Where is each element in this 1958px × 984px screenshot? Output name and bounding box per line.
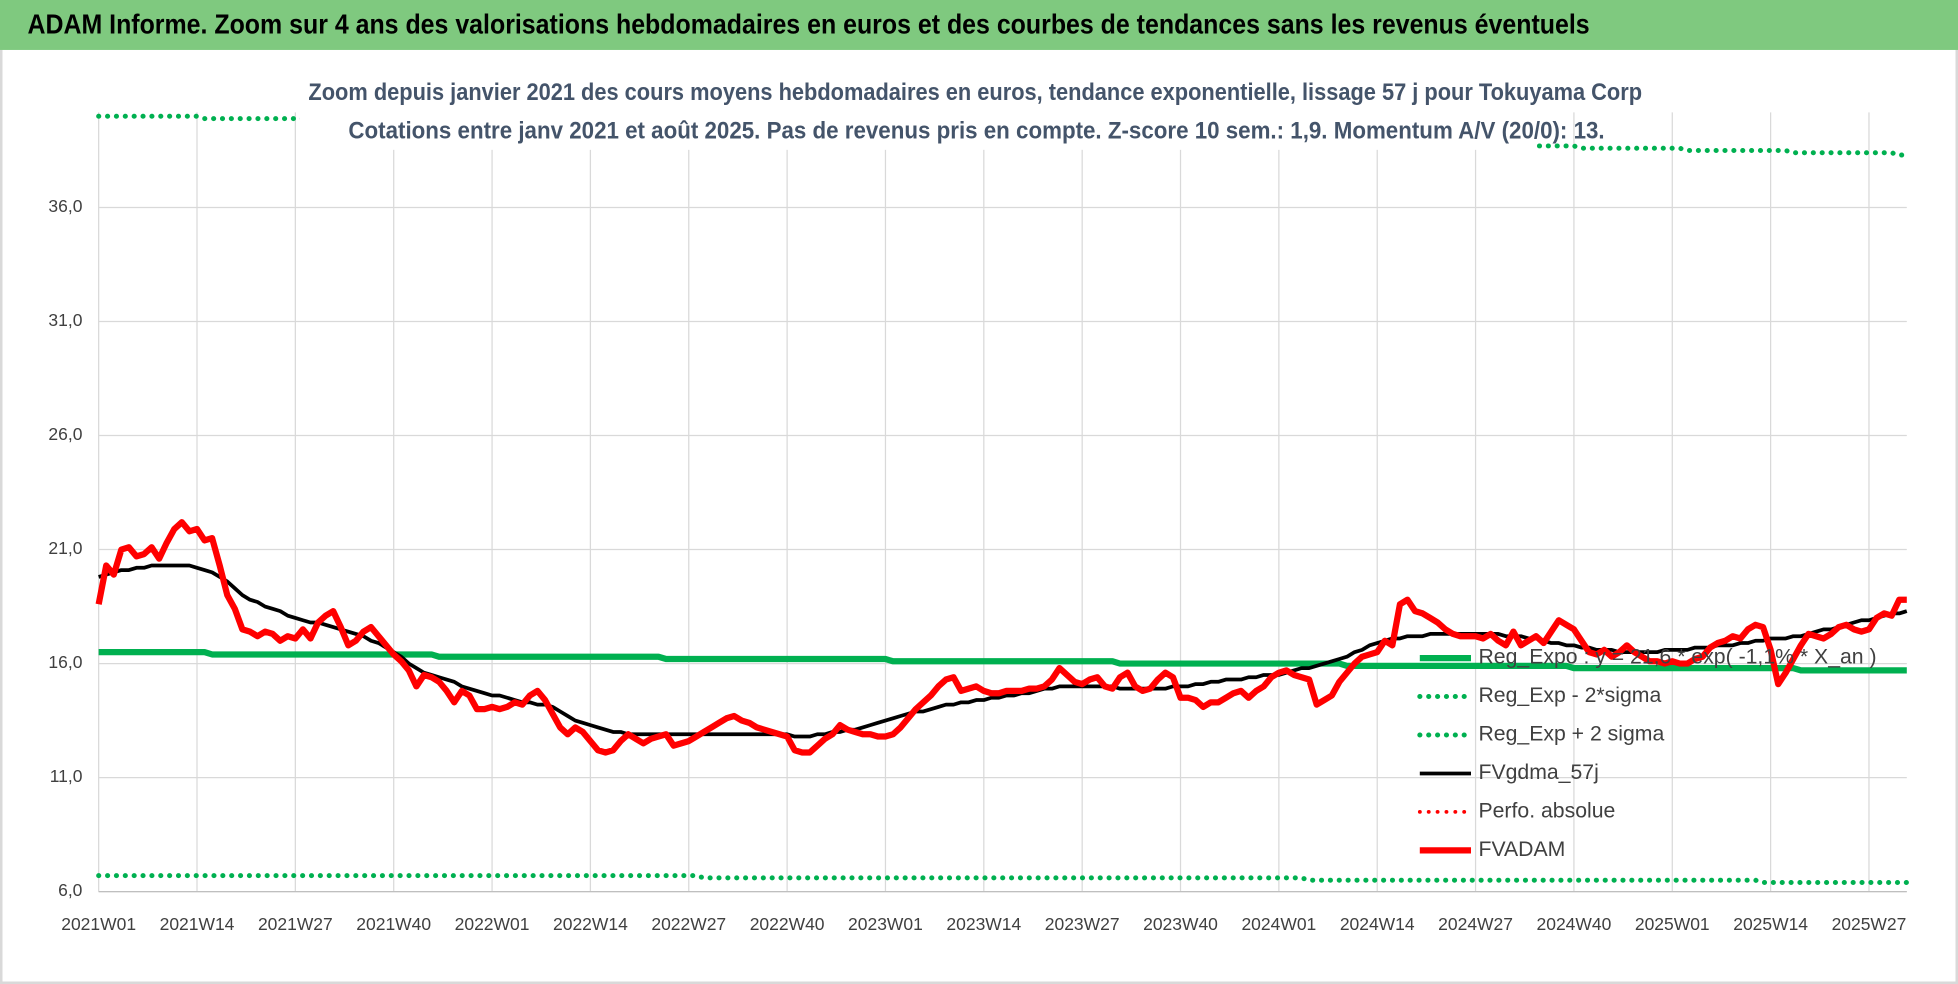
- legend-label: FVADAM: [1478, 838, 1565, 861]
- series-line: [95, 519, 1907, 756]
- series-line: [96, 873, 1910, 885]
- x-tick-label: 2024W40: [1537, 914, 1612, 934]
- legend-label: Reg_Expo : y = 21,6 * exp( -1,1% * X_an …: [1478, 646, 1876, 669]
- x-tick-label: 2025W27: [1832, 914, 1907, 934]
- plot-area: 6,0 11,0 16,0 21,0 26,0 31,0 36,0 2021W01 2021W1…: [48, 112, 1910, 934]
- x-tick-label: 2025W01: [1635, 914, 1710, 934]
- y-tick-label: 11,0: [50, 766, 83, 786]
- x-tick-label: 2025W14: [1733, 914, 1808, 934]
- x-tick-label: 2023W14: [946, 914, 1021, 934]
- x-tick-label: 2022W14: [553, 914, 628, 934]
- subtitle-box: [299, 72, 1536, 150]
- x-tick-label: 2023W40: [1143, 914, 1218, 934]
- header-bar: [0, 0, 1958, 50]
- x-tick-label: 2021W14: [160, 914, 235, 934]
- x-tick-label: 2023W27: [1045, 914, 1120, 934]
- y-tick-label: 6,0: [58, 880, 83, 900]
- x-tick-label: 2021W01: [61, 914, 136, 934]
- legend-label: Reg_Exp - 2*sigma: [1478, 684, 1661, 707]
- x-tick-label: 2024W01: [1241, 914, 1316, 934]
- y-tick-label: 36,0: [48, 196, 82, 216]
- legend-label: Perfo. absolue: [1478, 800, 1615, 823]
- y-tick-label: 16,0: [48, 652, 82, 672]
- subtitle: Zoom depuis janvier 2021 des cours moyen…: [308, 80, 1642, 106]
- chart-title: ADAM Informe. Zoom sur 4 ans des valoris…: [27, 8, 1589, 39]
- y-tick-label: 31,0: [48, 310, 82, 330]
- x-tick-label: 2024W14: [1340, 914, 1415, 934]
- y-tick-label: 21,0: [48, 538, 82, 558]
- legend-label: FVgdma_57j: [1478, 761, 1598, 784]
- x-tick-label: 2021W27: [258, 914, 333, 934]
- subtitle: Cotations entre janv 2021 et août 2025. …: [348, 119, 1604, 145]
- x-tick-label: 2022W27: [651, 914, 726, 934]
- x-tick-label: 2023W01: [848, 914, 923, 934]
- legend: Reg_Expo : y = 21,6 * exp( -1,1% * X_an …: [1417, 646, 1877, 861]
- x-tick-label: 2022W01: [455, 914, 530, 934]
- x-tick-label: 2024W27: [1438, 914, 1513, 934]
- y-tick-label: 26,0: [48, 424, 82, 444]
- x-tick-label: 2022W40: [750, 914, 825, 934]
- x-tick-label: 2021W40: [356, 914, 431, 934]
- legend-label: Reg_Exp + 2 sigma: [1478, 723, 1664, 746]
